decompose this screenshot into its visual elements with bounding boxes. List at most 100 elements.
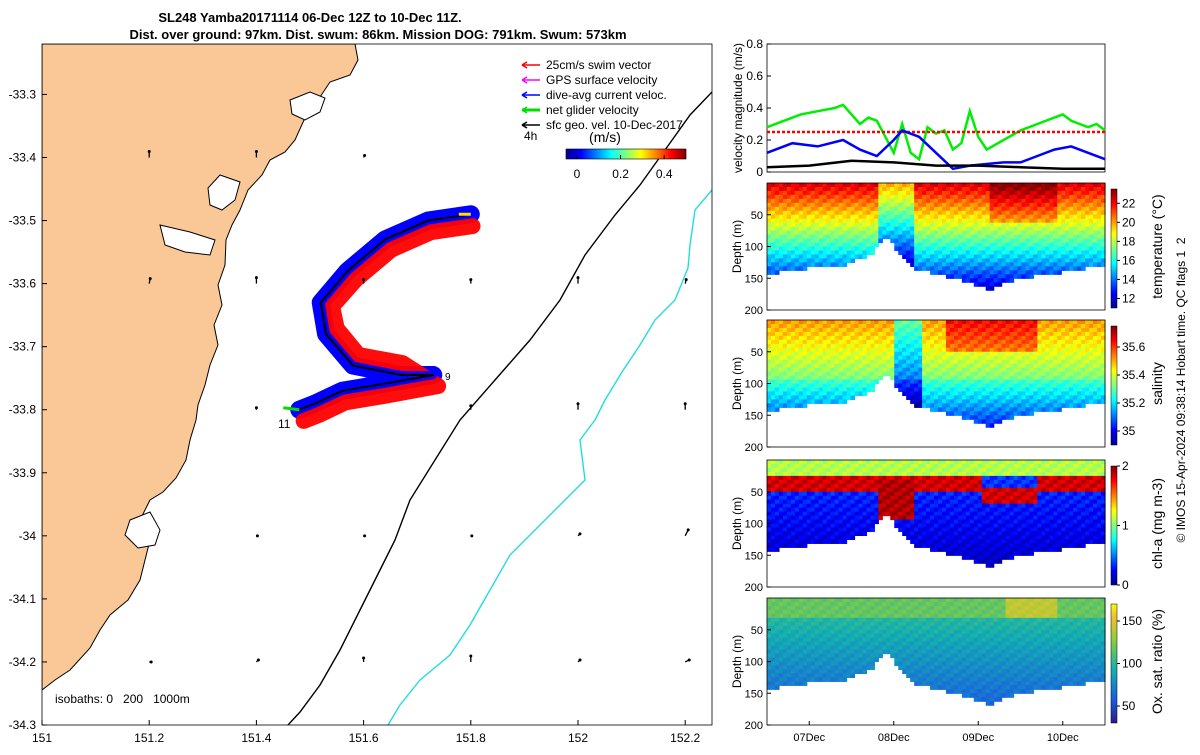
section-cell [823,516,828,521]
section-cell [823,484,828,489]
section-cell [950,250,955,255]
geo-vector-head [579,532,582,535]
section-cell [962,324,967,329]
colorbar-tick-label: 18 [1122,234,1136,248]
section-cell [958,384,963,389]
section-cell [922,504,927,509]
section-cell [974,340,979,345]
section-cell [862,464,867,469]
section-cell [819,391,824,396]
section-cell [1061,348,1066,353]
section-cell [771,500,776,505]
section-cell [902,356,907,361]
section-cell [910,187,915,192]
section-cell [1097,324,1102,329]
section-cell [839,227,844,232]
section-cell [998,344,1003,349]
section-cell [926,535,931,540]
colorbar-tick-label: 12 [1122,291,1136,305]
section-cell [1089,203,1094,208]
section-cell [982,380,987,385]
section-cell [966,516,971,521]
section-cell [946,352,951,357]
section-cell [926,484,931,489]
section-cell [966,344,971,349]
section-cell [843,516,848,521]
section-cell [918,504,923,509]
section-cell [767,199,772,204]
section-cell [994,282,999,287]
section-cell [1041,227,1046,232]
section-cell [1049,340,1054,345]
section-cell [851,195,856,200]
section-cell [1089,187,1094,192]
section-cell [930,328,935,333]
section-cell [1097,348,1102,353]
section-cell [1093,344,1098,349]
section-cell [866,376,871,381]
section-cell [854,391,859,396]
section-cell [1041,199,1046,204]
section-cell [926,203,931,208]
section-cell [866,380,871,385]
section-cell [978,199,983,204]
section-cell [962,203,967,208]
section-cell [819,508,824,513]
section-cell [1033,187,1038,192]
section-cell [783,527,788,532]
section-cell [791,492,796,497]
section-cell [1077,247,1082,252]
section-cell [819,380,824,385]
section-cell [962,356,967,361]
section-cell [1021,340,1026,345]
section-cell [767,258,772,263]
section-cell [946,250,951,255]
section-cell [827,258,832,263]
section-cell [779,243,784,248]
section-cell [799,520,804,525]
colorbar-tick-label: 16 [1122,253,1136,267]
section-cell [1085,368,1090,373]
section-cell [799,223,804,228]
section-cell [974,215,979,220]
section-cell [914,531,919,536]
section-cell [990,274,995,279]
section-cell [843,328,848,333]
section-cell [902,488,907,493]
section-cell [930,480,935,485]
section-cell [823,524,828,529]
section-cell [823,348,828,353]
section-cell [795,364,800,369]
section-cell [934,199,939,204]
section-cell [958,258,963,263]
section-cell [898,376,903,381]
section-cell [843,527,848,532]
section-cell [950,508,955,513]
section-cell [954,324,959,329]
section-cell [767,460,772,465]
section-cell [799,399,804,404]
section-cell [954,551,959,556]
section-cell [870,488,875,493]
section-cell [962,250,967,255]
section-cell [854,344,859,349]
section-cell [858,211,863,216]
section-cell [1089,231,1094,236]
section-cell [847,243,852,248]
section-cell [819,527,824,532]
section-cell [1033,372,1038,377]
section-cell [807,199,812,204]
section-cell [926,258,931,263]
section-cell [791,235,796,240]
section-cell [827,476,832,481]
section-cell [1018,348,1023,353]
section-cell [902,344,907,349]
section-cell [1041,183,1046,188]
section-cell [1049,384,1054,389]
section-cell [986,286,991,291]
section-cell [779,199,784,204]
section-cell [938,262,943,267]
section-cell [1014,356,1019,361]
section-cell [1057,384,1062,389]
section-cell [839,372,844,377]
